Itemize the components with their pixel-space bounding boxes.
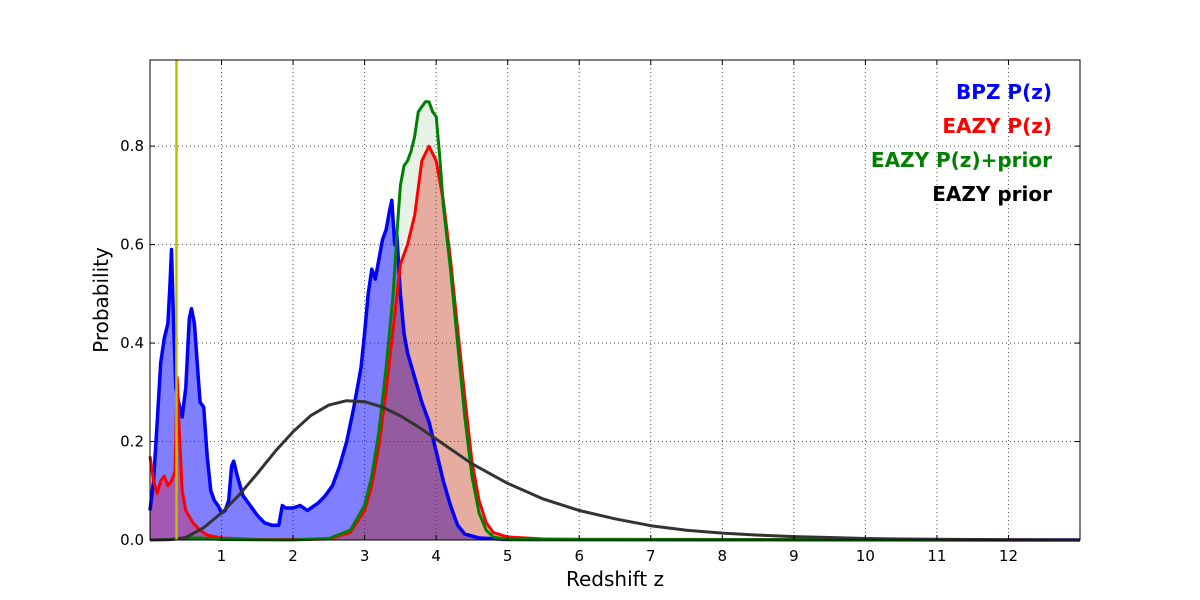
x-tick-label: 2 xyxy=(288,547,298,565)
series-line xyxy=(148,144,1081,542)
legend-entry: EAZY P(z) xyxy=(942,114,1052,138)
x-tick-label: 6 xyxy=(574,547,584,565)
plot-frame xyxy=(149,59,1081,541)
legend-entry: EAZY P(z)+prior xyxy=(871,148,1052,172)
legend-entry: BPZ P(z) xyxy=(956,80,1052,104)
x-axis-label: Redshift z xyxy=(566,567,664,591)
series-fill xyxy=(150,200,1080,541)
x-tick-label: 12 xyxy=(999,547,1018,565)
x-tick-label: 1 xyxy=(217,547,227,565)
x-tick-label: 11 xyxy=(927,547,946,565)
series-line xyxy=(148,198,1081,542)
y-tick-label: 0.6 xyxy=(120,236,144,254)
x-tick-label: 10 xyxy=(856,547,875,565)
x-tick-label: 4 xyxy=(431,547,441,565)
y-tick-label: 0.8 xyxy=(120,137,144,155)
x-tick-label: 8 xyxy=(718,547,728,565)
legend-entry: EAZY prior xyxy=(932,182,1052,206)
series-fill xyxy=(150,146,1080,540)
y-tick-label: 0.2 xyxy=(120,433,144,451)
x-tick-label: 9 xyxy=(789,547,799,565)
y-axis-label: Probability xyxy=(89,247,113,353)
axis-ticks: 1 2 3 4 5 6 7 8 9 10 11 120.00.20.40.60.8 xyxy=(120,60,1080,565)
x-tick-label: 3 xyxy=(360,547,370,565)
grid xyxy=(150,60,1080,540)
y-tick-label: 0.4 xyxy=(120,334,144,352)
x-tick-label: 5 xyxy=(503,547,513,565)
legend: BPZ P(z) EAZY P(z) EAZY P(z)+prior EAZY pri… xyxy=(871,80,1052,206)
x-tick-label: 7 xyxy=(646,547,656,565)
y-tick-label: 0.0 xyxy=(120,531,144,549)
series-line xyxy=(149,399,1081,542)
